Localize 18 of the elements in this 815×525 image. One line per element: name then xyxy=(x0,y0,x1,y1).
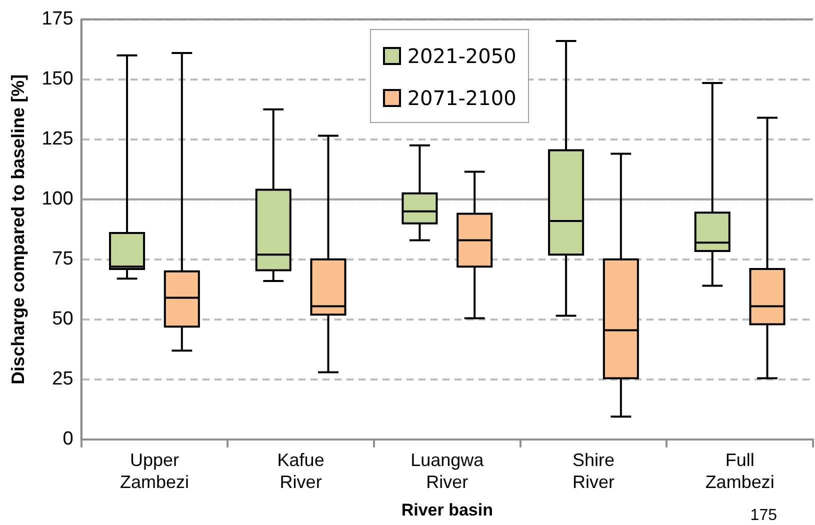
x-tick-label: Luangwa River xyxy=(410,450,485,492)
y-tick-label: 125 xyxy=(42,128,74,150)
x-tick-label: Full Zambezi xyxy=(705,450,774,492)
y-tick-label: 0 xyxy=(62,428,74,450)
legend-label: 2071-2100 xyxy=(407,86,516,110)
x-tick-label: Kafue River xyxy=(277,450,324,492)
y-tick-label: 50 xyxy=(52,308,74,330)
y-tick-label: 100 xyxy=(42,188,74,210)
y-tick-label: 175 xyxy=(42,8,74,30)
y-tick-label: 150 xyxy=(42,68,74,90)
y-tick-label: 75 xyxy=(52,248,74,270)
y-tick-label: 25 xyxy=(52,368,74,390)
x-tick-label: Upper Zambezi xyxy=(120,450,189,492)
x-tick-label: Shire River xyxy=(572,450,615,492)
x-axis-title: River basin xyxy=(401,500,493,520)
text: 175 xyxy=(750,507,777,525)
legend-label: 2021-2050 xyxy=(407,44,516,68)
y-axis-title: Discharge compared to baseline [%] xyxy=(8,74,28,384)
